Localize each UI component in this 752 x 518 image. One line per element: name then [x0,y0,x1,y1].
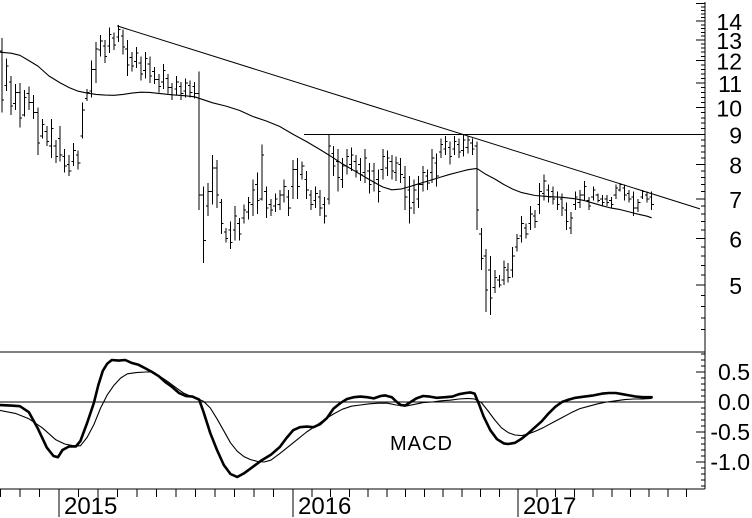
year-label-2015: 2015 [64,493,117,518]
price-axis-label-12: 12 [716,49,742,75]
macd-axis-label-0.0: 0.0 [718,389,750,415]
macd-axis-label-0.5: 0.5 [718,359,750,385]
signal-line [0,371,652,463]
year-label-2017: 2017 [523,493,576,518]
macd-indicator-label: MACD [390,433,453,455]
price-axis-label-5: 5 [729,273,742,299]
macd-axis-ticks [696,353,705,487]
year-label-2016: 2016 [298,493,351,518]
price-bars [0,24,654,315]
price-axis-label-6: 6 [729,226,742,252]
moving-average [0,51,652,219]
price-axis-label-11: 11 [718,71,742,97]
price-axis-ticks [696,2,705,331]
macd-axis-labels: 0.5 0.0 -0.5 -1.0 [710,359,750,475]
moving-average-line [0,51,652,219]
descending-trendline [116,25,701,210]
macd-axis-label--0.5: -0.5 [710,419,750,445]
macd-line [0,358,653,479]
price-axis-label-9: 9 [729,122,742,148]
macd-lines [0,358,653,479]
price-axis-label-13: 13 [716,28,742,54]
axes-frame [0,2,706,490]
time-axis-ticks [0,489,688,517]
price-axis-label-14: 14 [716,9,742,35]
price-axis-label-8: 8 [729,153,742,179]
macd-axis-label--1.0: -1.0 [710,449,750,475]
trendline [116,25,701,210]
price-axis-label-10: 10 [716,95,742,121]
year-labels: 2015 2016 2017 [64,493,576,518]
price-axis-label-7: 7 [729,187,742,213]
